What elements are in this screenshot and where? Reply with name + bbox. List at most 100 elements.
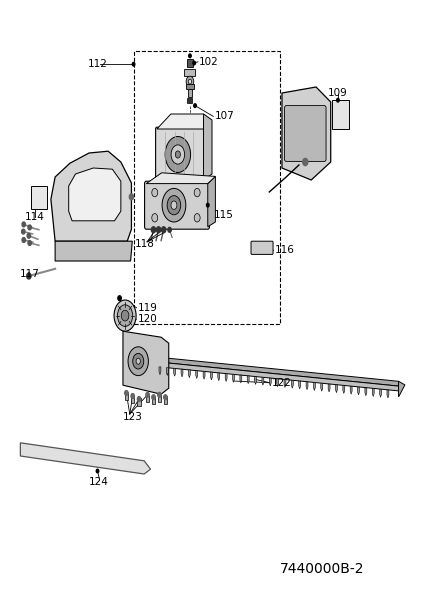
Circle shape [171,145,184,164]
Text: 107: 107 [215,112,234,121]
Polygon shape [299,381,301,389]
Circle shape [194,104,196,107]
Bar [137,398,141,406]
Circle shape [175,151,181,158]
Circle shape [162,188,186,222]
Circle shape [22,229,25,234]
Polygon shape [350,386,352,394]
Circle shape [194,214,200,222]
Circle shape [132,62,135,66]
Polygon shape [208,176,215,227]
Polygon shape [184,69,195,76]
Circle shape [125,391,128,395]
Text: 124: 124 [89,478,109,487]
Bar [152,396,155,404]
FancyBboxPatch shape [251,241,273,254]
Polygon shape [379,389,382,397]
Text: 117: 117 [20,269,40,279]
Text: 119: 119 [138,303,158,313]
Text: 123: 123 [123,412,143,422]
Polygon shape [291,380,293,388]
Polygon shape [387,390,389,398]
Circle shape [28,225,31,230]
Circle shape [22,222,25,227]
Bar [134,51,280,324]
Circle shape [152,188,158,197]
Circle shape [186,76,194,87]
Circle shape [193,61,195,65]
Circle shape [137,397,141,401]
Circle shape [128,347,148,376]
Circle shape [156,227,161,233]
Polygon shape [159,357,399,386]
Text: 122: 122 [271,378,291,388]
Circle shape [189,54,191,58]
Circle shape [114,300,136,331]
Circle shape [167,196,181,215]
Polygon shape [225,374,227,382]
Circle shape [158,392,161,397]
Circle shape [165,137,190,173]
Polygon shape [282,87,331,180]
Polygon shape [218,373,220,381]
Polygon shape [335,385,338,393]
Text: 118: 118 [135,239,155,248]
Text: 114: 114 [25,212,45,222]
Polygon shape [157,114,204,129]
Polygon shape [276,379,279,387]
Polygon shape [357,387,360,395]
Polygon shape [232,374,234,382]
Circle shape [118,296,121,301]
Bar [146,394,149,402]
Polygon shape [284,380,286,388]
Polygon shape [328,384,330,392]
Polygon shape [181,369,183,377]
Polygon shape [343,386,345,394]
Polygon shape [159,362,399,391]
Circle shape [131,394,134,398]
Polygon shape [146,173,215,184]
Polygon shape [321,383,323,391]
Polygon shape [204,114,212,180]
Circle shape [164,395,167,400]
Polygon shape [269,378,271,386]
Bar [187,98,192,103]
Polygon shape [51,151,131,241]
Circle shape [152,214,158,222]
Bar [187,59,193,67]
Text: 102: 102 [199,57,219,67]
Polygon shape [210,372,212,380]
Polygon shape [174,368,176,376]
Polygon shape [254,377,257,385]
Bar [158,394,161,402]
Bar [186,84,194,89]
Text: 109: 109 [327,88,347,98]
FancyBboxPatch shape [145,181,209,229]
Polygon shape [123,331,169,394]
Polygon shape [55,241,132,261]
Circle shape [171,201,177,209]
Polygon shape [166,368,168,376]
Bar [125,392,128,400]
Text: 120: 120 [138,314,158,324]
Polygon shape [159,367,161,374]
Bar [188,89,192,97]
Circle shape [136,358,140,364]
FancyBboxPatch shape [285,106,326,161]
Circle shape [133,353,144,369]
Circle shape [151,227,156,233]
Bar [332,100,349,129]
Circle shape [337,98,339,102]
Polygon shape [247,376,249,384]
Circle shape [27,273,31,279]
Circle shape [168,227,171,232]
Polygon shape [196,371,198,379]
Circle shape [194,188,200,197]
Circle shape [22,238,25,242]
Polygon shape [399,382,405,397]
Bar [164,396,167,404]
Polygon shape [313,383,315,391]
Circle shape [121,310,129,321]
Polygon shape [203,371,205,379]
Text: 7440000B-2: 7440000B-2 [280,562,365,576]
